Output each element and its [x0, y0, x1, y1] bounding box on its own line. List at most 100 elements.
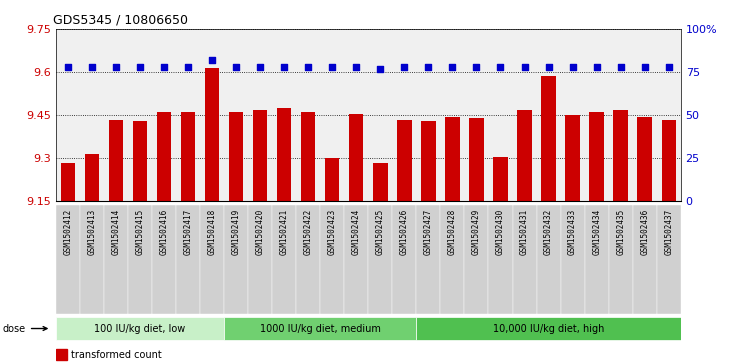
Bar [392, 205, 417, 314]
Point [302, 64, 314, 70]
Text: GSM1502421: GSM1502421 [280, 208, 289, 254]
Bar [296, 205, 320, 314]
Point [615, 64, 626, 70]
Bar [176, 205, 200, 314]
Bar [542, 77, 556, 201]
Bar [368, 205, 392, 314]
Bar [248, 205, 272, 314]
Text: GSM1502426: GSM1502426 [400, 208, 409, 254]
Bar [565, 115, 580, 201]
Text: GSM1502435: GSM1502435 [616, 208, 625, 254]
Bar [320, 205, 344, 314]
Text: GSM1502437: GSM1502437 [664, 208, 673, 254]
Point [134, 64, 146, 70]
Bar [614, 110, 628, 201]
Text: GSM1502416: GSM1502416 [159, 208, 168, 254]
Point [350, 64, 362, 70]
Point [86, 64, 97, 70]
Bar [373, 163, 388, 201]
Bar [440, 205, 464, 314]
Bar [661, 119, 676, 201]
Bar [205, 68, 219, 201]
Text: GSM1502418: GSM1502418 [208, 208, 217, 254]
Point [110, 64, 122, 70]
Bar [157, 113, 171, 201]
Bar [85, 154, 99, 201]
Text: GDS5345 / 10806650: GDS5345 / 10806650 [53, 13, 187, 26]
Bar [132, 121, 147, 201]
Bar [200, 205, 224, 314]
Point [495, 64, 507, 70]
Text: GSM1502431: GSM1502431 [520, 208, 529, 254]
Bar [152, 205, 176, 314]
Text: transformed count: transformed count [71, 350, 162, 360]
Text: GSM1502424: GSM1502424 [352, 208, 361, 254]
Bar [128, 205, 152, 314]
Text: 100 IU/kg diet, low: 100 IU/kg diet, low [94, 323, 185, 334]
Bar [585, 205, 609, 314]
Bar [560, 205, 585, 314]
Text: GSM1502427: GSM1502427 [424, 208, 433, 254]
Bar [638, 117, 652, 201]
Bar [104, 205, 128, 314]
Bar [397, 119, 411, 201]
Point [519, 64, 530, 70]
Point [182, 64, 194, 70]
Bar [517, 110, 532, 201]
Bar [464, 205, 489, 314]
Bar [109, 119, 123, 201]
Text: GSM1502434: GSM1502434 [592, 208, 601, 254]
Text: GSM1502419: GSM1502419 [231, 208, 240, 254]
Point [398, 64, 410, 70]
Bar [344, 205, 368, 314]
Bar [632, 205, 657, 314]
Bar [421, 121, 435, 201]
Bar [181, 113, 195, 201]
Point [62, 64, 74, 70]
Text: GSM1502433: GSM1502433 [568, 208, 577, 254]
Bar [493, 157, 507, 201]
Point [591, 64, 603, 70]
Bar [417, 205, 440, 314]
Bar [589, 113, 604, 201]
Text: GSM1502415: GSM1502415 [135, 208, 144, 254]
Bar [489, 205, 513, 314]
Bar [56, 349, 67, 360]
Point [254, 64, 266, 70]
FancyBboxPatch shape [56, 317, 224, 340]
Bar [80, 205, 104, 314]
Bar [657, 205, 681, 314]
Point [663, 64, 675, 70]
Bar [325, 158, 339, 201]
Text: GSM1502436: GSM1502436 [640, 208, 650, 254]
Point [278, 64, 290, 70]
Text: GSM1502412: GSM1502412 [63, 208, 72, 254]
Bar [301, 113, 315, 201]
Point [470, 64, 482, 70]
Bar [60, 163, 75, 201]
Point [542, 64, 554, 70]
Bar [349, 114, 364, 201]
Text: 10,000 IU/kg diet, high: 10,000 IU/kg diet, high [493, 323, 604, 334]
Point [230, 64, 242, 70]
Point [423, 64, 434, 70]
Text: GSM1502423: GSM1502423 [327, 208, 337, 254]
Text: GSM1502413: GSM1502413 [87, 208, 97, 254]
Bar [469, 118, 484, 201]
Text: GSM1502425: GSM1502425 [376, 208, 385, 254]
Text: dose: dose [3, 323, 47, 334]
Text: GSM1502420: GSM1502420 [256, 208, 265, 254]
Text: GSM1502430: GSM1502430 [496, 208, 505, 254]
Point [158, 64, 170, 70]
Text: GSM1502417: GSM1502417 [184, 208, 193, 254]
Text: GSM1502422: GSM1502422 [304, 208, 312, 254]
Point [446, 64, 458, 70]
Bar [445, 117, 460, 201]
Text: 1000 IU/kg diet, medium: 1000 IU/kg diet, medium [260, 323, 381, 334]
Bar [229, 113, 243, 201]
Bar [536, 205, 560, 314]
Text: GSM1502429: GSM1502429 [472, 208, 481, 254]
Text: GSM1502414: GSM1502414 [112, 208, 121, 254]
Text: GSM1502428: GSM1502428 [448, 208, 457, 254]
Bar [609, 205, 632, 314]
